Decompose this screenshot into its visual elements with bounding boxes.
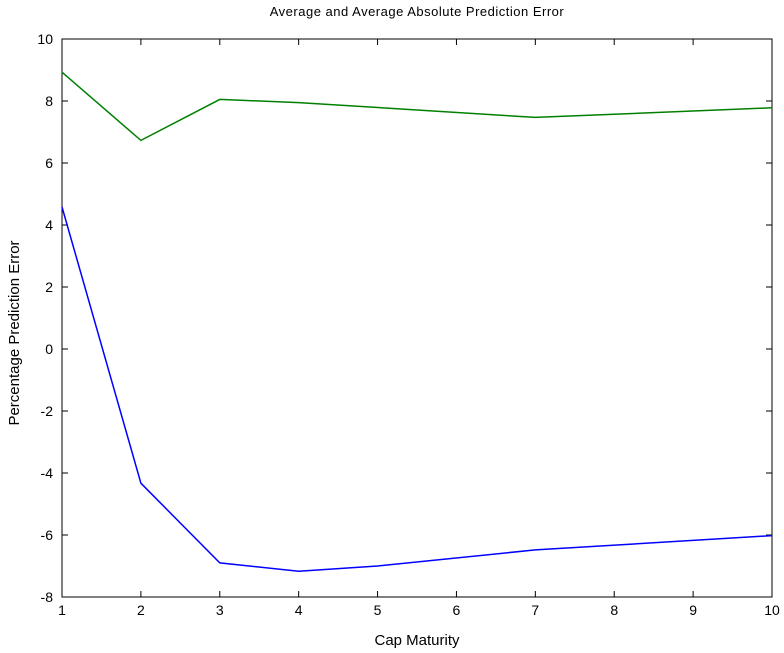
y-tick-label: 0	[45, 341, 53, 357]
x-tick-label: 7	[531, 602, 539, 618]
x-tick-label: 9	[689, 602, 697, 618]
y-tick-label: 10	[37, 31, 53, 47]
x-tick-label: 3	[216, 602, 224, 618]
y-tick-label: 8	[45, 93, 53, 109]
x-tick-label: 6	[453, 602, 461, 618]
x-tick-label: 5	[374, 602, 382, 618]
y-tick-label: -6	[41, 527, 54, 543]
y-tick-label: 2	[45, 279, 53, 295]
y-tick-label: 6	[45, 155, 53, 171]
x-tick-label: 2	[137, 602, 145, 618]
series-line-1	[61, 71, 773, 142]
y-tick-label: 4	[45, 217, 53, 233]
x-tick-label: 10	[764, 602, 780, 618]
plot-area	[61, 38, 773, 598]
y-axis-label: Percentage Prediction Error	[6, 240, 23, 425]
y-tick-label: -2	[41, 403, 54, 419]
series-layer	[61, 71, 773, 573]
x-tick-label: 4	[295, 602, 303, 618]
y-tick-label: -8	[41, 589, 54, 605]
series-line-2	[61, 206, 773, 573]
axis-ticks: 1 2 3 4 5 6 7 8 9 10 -8 -6 -4 -2 0 2 4 6 8 10	[37, 31, 780, 618]
x-axis-label: Cap Maturity	[374, 632, 460, 649]
x-tick-label: 8	[610, 602, 618, 618]
x-tick-label: 1	[58, 602, 66, 618]
y-tick-label: -4	[41, 465, 54, 481]
chart-title: Average and Average Absolute Prediction …	[270, 4, 565, 19]
